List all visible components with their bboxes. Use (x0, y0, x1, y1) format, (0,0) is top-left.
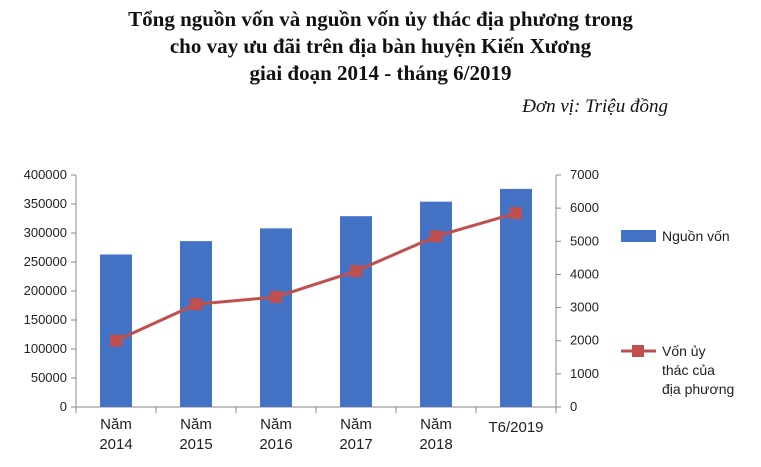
line-point-von-uy-thac (350, 265, 362, 278)
chart-title-line-1: Tổng nguồn vốn và nguồn vốn ủy thác địa … (128, 7, 633, 31)
legend-label-von-uy-thac: Vốn ủy (662, 343, 706, 359)
right-tick-label: 3000 (570, 300, 599, 315)
x-category-label: Năm (420, 416, 452, 433)
right-tick-label: 5000 (570, 233, 599, 248)
left-tick-label: 100000 (24, 341, 67, 356)
chart-title: Tổng nguồn vốn và nguồn vốn ủy thác địa … (0, 6, 761, 87)
left-tick-label: 150000 (24, 312, 67, 327)
line-point-von-uy-thac (270, 290, 282, 303)
right-tick-label: 2000 (570, 333, 599, 348)
line-point-von-uy-thac (510, 207, 522, 220)
bar-nguon-von (260, 228, 292, 407)
line-von-uy-thac (115, 211, 517, 343)
x-category-label: Năm (340, 416, 372, 433)
x-category-label: 2016 (259, 436, 292, 453)
x-category-label: Năm (260, 416, 292, 433)
bar-nguon-von (100, 254, 132, 407)
bar-nguon-von (500, 188, 532, 407)
left-tick-label: 400000 (24, 167, 67, 182)
x-category-label: T6/2019 (488, 419, 543, 436)
bar-nguon-von (340, 216, 372, 407)
x-category-label: Năm (180, 416, 212, 433)
chart-title-line-2: cho vay ưu đãi trên địa bàn huyện Kiến X… (169, 34, 592, 58)
left-tick-label: 350000 (24, 196, 67, 211)
left-tick-label: 200000 (24, 283, 67, 298)
right-tick-label: 4000 (570, 266, 599, 281)
right-tick-label: 0 (570, 399, 577, 414)
line-point-von-uy-thac (110, 334, 122, 347)
line-point-von-uy-thac (430, 230, 442, 243)
x-category-label: 2015 (179, 436, 212, 453)
legend-label-nguon-von: Nguồn vốn (662, 228, 730, 244)
x-category-label: 2018 (419, 436, 452, 453)
legend-swatch-nguon-von (621, 230, 656, 242)
bar-nguon-von (180, 241, 212, 407)
right-tick-label: 6000 (570, 200, 599, 215)
left-tick-label: 300000 (24, 225, 67, 240)
chart-title-line-3: giai đoạn 2014 - tháng 6/2019 (249, 61, 512, 85)
legend-label-von-uy-thac: địa phương (662, 381, 734, 397)
x-category-label: 2014 (99, 436, 132, 453)
right-tick-label: 1000 (570, 366, 599, 381)
left-tick-label: 50000 (31, 370, 67, 385)
x-category-label: 2017 (339, 436, 372, 453)
right-tick-label: 7000 (570, 167, 599, 182)
line-point-von-uy-thac (190, 298, 202, 311)
x-category-label: Năm (100, 416, 132, 433)
left-tick-label: 0 (60, 399, 67, 414)
legend-label-von-uy-thac: thác của (662, 362, 715, 378)
legend-swatch-marker (632, 345, 644, 357)
left-tick-label: 250000 (24, 254, 67, 269)
unit-label: Đơn vị: Triệu đồng (522, 96, 668, 117)
